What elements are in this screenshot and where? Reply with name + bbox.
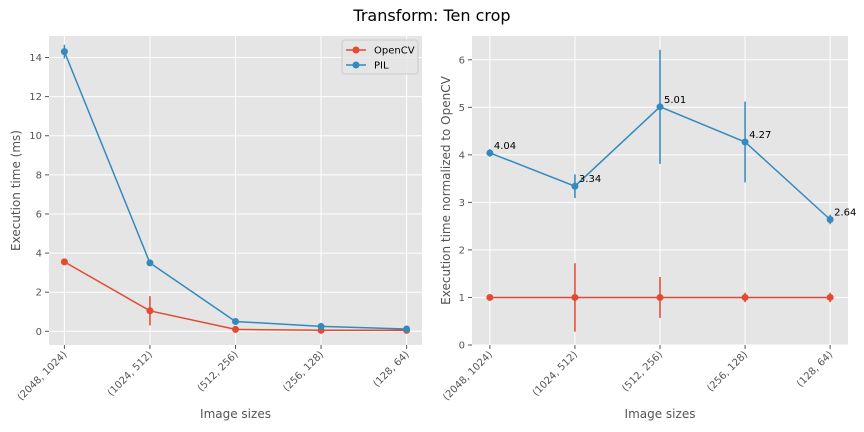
panel2-ytick-label: 2	[459, 245, 465, 256]
panel2-series-pil-point	[826, 215, 834, 223]
panel1-ytick-label: 12	[29, 92, 42, 103]
panel1-xlabel: Image sizes	[200, 407, 271, 421]
panel1-series-opencv-point	[232, 325, 239, 333]
panel2-series-pil-data-label: 2.64	[834, 207, 856, 218]
panel1-xtick-label: (128, 64)	[371, 349, 411, 389]
panel1-ytick-label: 8	[36, 170, 42, 181]
panel2-ytick-label: 6	[459, 55, 465, 66]
panel2-xlabel: Image sizes	[625, 407, 696, 421]
panel1-series-pil-point	[232, 318, 239, 326]
panel2-series-opencv-point	[826, 293, 834, 301]
panel1-xtick-label: (256, 128)	[281, 349, 326, 394]
panel1-series-opencv-point	[146, 307, 154, 315]
panel2-series-pil-data-label: 4.04	[494, 141, 516, 152]
panel2-ytick-label: 5	[459, 103, 465, 114]
legend-label-opencv: OpenCV	[374, 46, 415, 57]
panel2-ytick-label: 4	[459, 150, 465, 161]
panel2-series-pil-point	[656, 103, 664, 111]
panel2-xtick-label: (2048, 1024)	[441, 349, 495, 403]
panel2-series-pil-data-label: 4.27	[749, 130, 771, 141]
legend-marker-opencv	[352, 46, 360, 54]
panel1-series-pil-point	[146, 259, 154, 267]
panel1-series-pil-point	[403, 325, 411, 333]
panel2-xtick-label: (1024, 512)	[531, 349, 580, 398]
panel2-series-pil-data-label: 3.34	[579, 174, 601, 185]
legend-marker-pil	[352, 61, 360, 69]
panel1-ytick-label: 4	[36, 249, 42, 260]
legend-label-pil: PIL	[374, 61, 389, 72]
panel2-series-pil-point	[741, 138, 749, 146]
panel2-series-opencv-point	[486, 293, 494, 301]
panel2-ytick-label: 3	[459, 198, 465, 209]
panel1-ytick-label: 6	[36, 209, 42, 220]
panel1-ytick-label: 2	[36, 288, 42, 299]
panel2-ytick-label: 0	[459, 341, 465, 352]
panel2-series-opencv-point	[571, 293, 579, 301]
panel1-ytick-label: 14	[29, 53, 42, 64]
panel1-xtick-label: (512, 256)	[196, 349, 241, 394]
panel2-xtick-label: (512, 256)	[620, 349, 665, 394]
figure-title: Transform: Ten crop	[353, 6, 511, 25]
panel2-xtick-label: (256, 128)	[705, 349, 750, 394]
panel2-series-opencv-point	[656, 293, 664, 301]
panel2-series-pil-data-label: 5.01	[664, 95, 686, 106]
panel2-ylabel: Execution time normalized to OpenCV	[439, 75, 453, 304]
panel2-series-pil-point	[486, 149, 494, 157]
panel1-series-pil-point	[317, 322, 325, 330]
panel1-ytick-label: 10	[29, 131, 42, 142]
panel2-series-pil-point	[571, 182, 579, 190]
panel2-series-opencv-point	[741, 293, 749, 301]
panel1-xtick-label: (2048, 1024)	[16, 349, 70, 403]
panel1-series-opencv-point	[60, 258, 68, 266]
panel1-ylabel: Execution time (ms)	[9, 130, 23, 251]
panel2-ytick-label: 1	[459, 293, 465, 304]
panel1-xtick-label: (1024, 512)	[106, 349, 155, 398]
panel2-xtick-label: (128, 64)	[795, 349, 835, 389]
panel1-series-pil-point	[60, 48, 68, 56]
panel1-ytick-label: 0	[36, 327, 42, 338]
